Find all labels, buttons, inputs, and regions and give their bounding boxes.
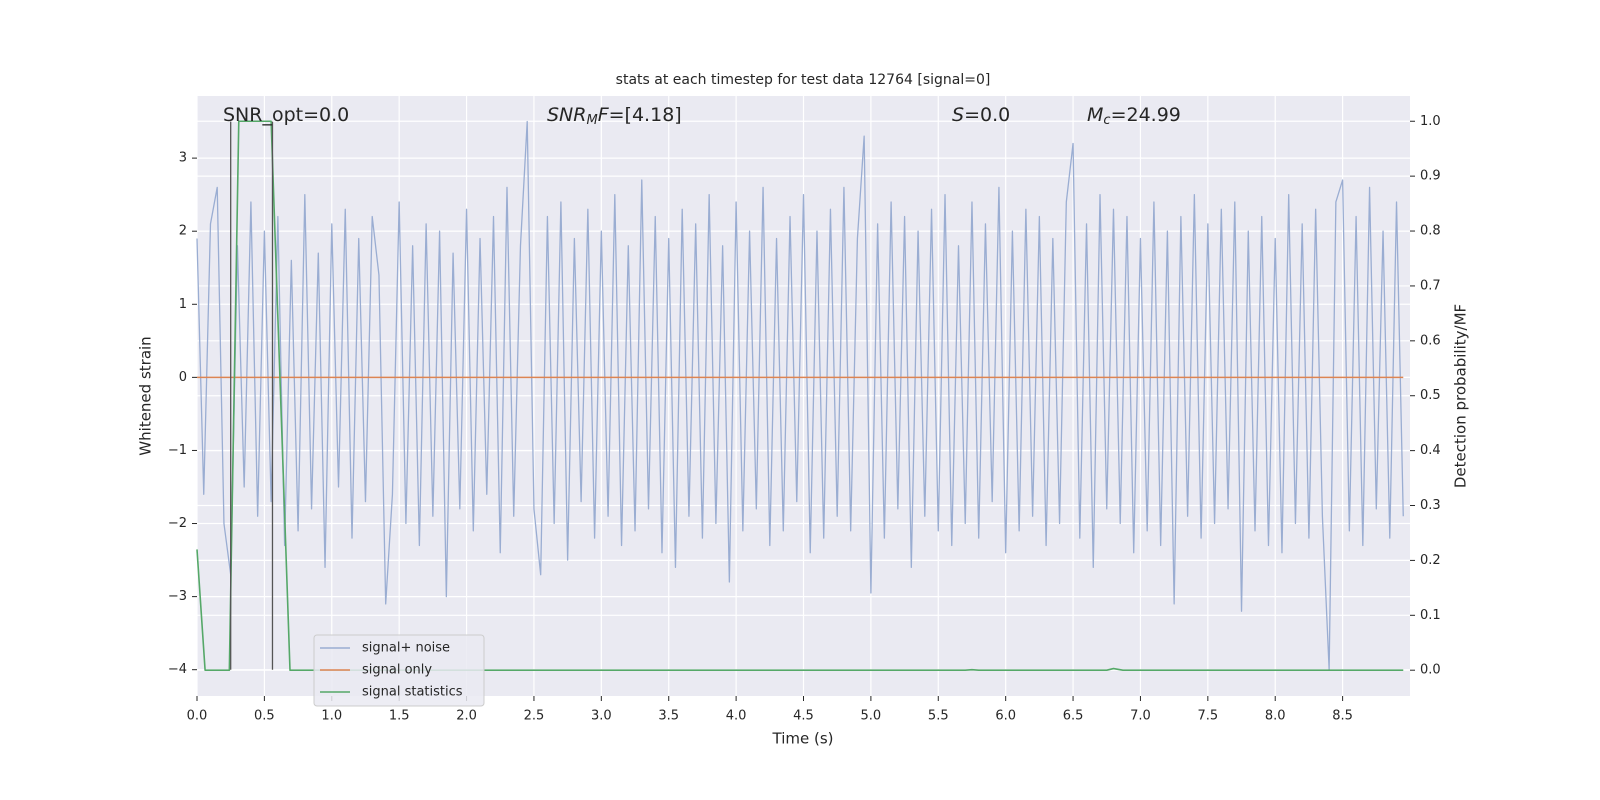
y-tick-label: −2 xyxy=(168,516,187,531)
annotation: S=0.0 xyxy=(952,104,1010,126)
y2-tick-label: 0.4 xyxy=(1420,443,1441,458)
y2-tick-label: 0.9 xyxy=(1420,169,1441,184)
y2-tick-label: 0.0 xyxy=(1420,663,1441,678)
x-tick-label: 2.5 xyxy=(524,709,545,724)
x-tick-label: 3.5 xyxy=(658,709,679,724)
y2-tick-label: 0.1 xyxy=(1420,608,1441,623)
y2-tick-label: 0.5 xyxy=(1420,388,1441,403)
x-tick-label: 5.0 xyxy=(861,709,882,724)
x-tick-label: 0.5 xyxy=(254,709,275,724)
annotation-part: F xyxy=(598,104,610,126)
legend: signal+ noise signal only signal statistic… xyxy=(313,634,485,707)
y-tick-label: −3 xyxy=(168,589,187,604)
x-tick-label: 5.5 xyxy=(928,709,949,724)
y-axis-label: Whitened strain xyxy=(137,336,155,455)
x-tick-label: 8.0 xyxy=(1265,709,1286,724)
annotation-part: M xyxy=(586,113,597,128)
annotation-part: =0.0 xyxy=(964,104,1010,126)
annotation-part: S xyxy=(952,104,964,126)
annotation-part: =[4.18] xyxy=(609,104,682,126)
y2-axis-label: Detection probability/MF xyxy=(1452,304,1470,488)
y2-tick-label: 0.7 xyxy=(1420,278,1441,293)
x-tick-label: 1.5 xyxy=(389,709,410,724)
legend-label: signal statistics xyxy=(362,685,463,700)
x-tick-label: 8.5 xyxy=(1332,709,1353,724)
series-line xyxy=(196,120,1404,671)
annotation-part: =24.99 xyxy=(1111,104,1181,126)
y-tick-label: 1 xyxy=(179,297,187,312)
annotation-part: M xyxy=(1087,104,1103,126)
x-tick-label: 7.5 xyxy=(1197,709,1218,724)
annotation: SNR_opt=0.0 xyxy=(223,104,349,126)
y-tick-label: −4 xyxy=(168,662,187,677)
x-tick-label: 6.5 xyxy=(1063,709,1084,724)
x-tick-label: 3.0 xyxy=(591,709,612,724)
x-tick-label: 4.0 xyxy=(726,709,747,724)
annotation-part: SNR_opt=0.0 xyxy=(223,104,349,126)
y-tick-label: 2 xyxy=(179,224,187,239)
x-tick-label: 2.0 xyxy=(456,709,477,724)
y2-tick-label: 0.3 xyxy=(1420,498,1441,513)
y2-tick-label: 0.8 xyxy=(1420,224,1441,239)
y2-tick-label: 0.6 xyxy=(1420,333,1441,348)
y-tick-label: 0 xyxy=(179,370,187,385)
x-tick-label: 1.0 xyxy=(321,709,342,724)
x-tick-label: 6.0 xyxy=(995,709,1016,724)
chart-title: stats at each timestep for test data 127… xyxy=(616,72,991,88)
legend-box xyxy=(313,634,485,707)
annotation: SNRMF=[4.18] xyxy=(547,104,682,128)
x-tick-label: 7.0 xyxy=(1130,709,1151,724)
annotation-part: c xyxy=(1103,113,1110,128)
annotation: Mc=24.99 xyxy=(1087,104,1181,128)
x-tick-label: 4.5 xyxy=(793,709,814,724)
x-axis-label: Time (s) xyxy=(772,730,834,748)
series-line xyxy=(196,120,1404,671)
y2-tick-label: 1.0 xyxy=(1420,114,1441,129)
annotation-part: SNR xyxy=(547,104,586,126)
y-tick-label: 3 xyxy=(179,151,187,166)
y-tick-label: −1 xyxy=(168,443,187,458)
legend-label: signal only xyxy=(362,663,432,678)
legend-label: signal+ noise xyxy=(362,641,450,656)
y2-tick-label: 0.2 xyxy=(1420,553,1441,568)
x-tick-label: 0.0 xyxy=(187,709,208,724)
